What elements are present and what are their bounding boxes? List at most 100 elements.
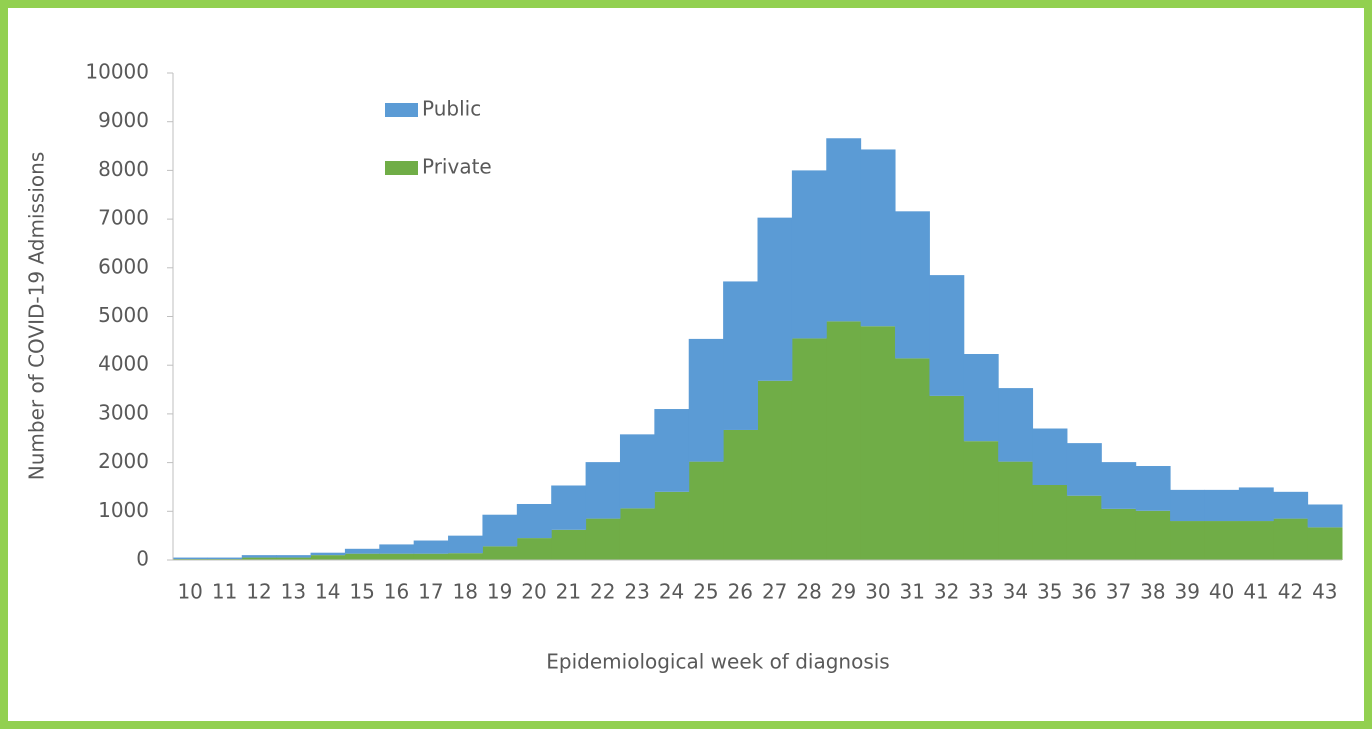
legend-swatch: [385, 103, 418, 117]
bar-segment: [551, 529, 587, 560]
bar-segment: [826, 321, 862, 560]
bar-segment: [1101, 508, 1137, 560]
bar-segment: [1135, 466, 1171, 511]
bar-segment: [860, 326, 896, 560]
bar-segment: [1307, 527, 1343, 560]
bar-segment: [860, 149, 896, 327]
x-tick-label: 26: [728, 580, 753, 604]
bar-segment: [1273, 491, 1309, 519]
x-tick-label: 23: [624, 580, 649, 604]
bar-segment: [1032, 428, 1068, 486]
bar-segment: [791, 338, 827, 560]
bar-segment: [895, 211, 930, 359]
legend-label: Public: [422, 97, 481, 121]
x-tick-label: 21: [556, 580, 581, 604]
bar-segment: [207, 557, 243, 560]
bar-segment: [654, 491, 690, 560]
bar-segment: [241, 555, 277, 558]
bar-segment: [1101, 462, 1137, 509]
bar-segment: [344, 553, 380, 560]
y-axis-title: Number of COVID-19 Admissions: [25, 152, 49, 481]
y-tick-label: 8000: [98, 157, 149, 181]
bar-segment: [895, 358, 930, 560]
x-tick-label: 15: [349, 580, 374, 604]
bar-segment: [723, 429, 758, 560]
y-tick-label: 4000: [98, 352, 149, 376]
chart-background: [8, 8, 1364, 721]
x-tick-label: 43: [1312, 580, 1337, 604]
bar-segment: [998, 461, 1034, 560]
bar-segment: [516, 503, 552, 539]
y-tick-label: 0: [136, 547, 149, 571]
x-tick-label: 39: [1175, 580, 1200, 604]
x-tick-label: 33: [968, 580, 993, 604]
bar-segment: [413, 553, 449, 560]
x-tick-label: 28: [796, 580, 821, 604]
bar-segment: [276, 555, 312, 558]
x-tick-label: 10: [177, 580, 202, 604]
bar-segment: [688, 338, 724, 462]
bar-segment: [344, 548, 380, 554]
bar-segment: [448, 535, 483, 554]
bar-segment: [1273, 518, 1309, 560]
x-tick-label: 35: [1037, 580, 1062, 604]
bar-segment: [963, 441, 999, 560]
bar-segment: [1170, 489, 1205, 522]
bar-segment: [929, 395, 965, 560]
x-tick-label: 37: [1106, 580, 1131, 604]
x-tick-label: 36: [1071, 580, 1096, 604]
bar-segment: [963, 353, 999, 442]
x-tick-label: 41: [1243, 580, 1268, 604]
x-tick-label: 32: [934, 580, 959, 604]
x-tick-label: 22: [590, 580, 615, 604]
x-tick-label: 25: [693, 580, 718, 604]
x-tick-label: 42: [1278, 580, 1303, 604]
y-tick-label: 1000: [98, 498, 149, 522]
bar-segment: [826, 138, 862, 322]
bar-segment: [448, 553, 483, 560]
bar-segment: [1307, 504, 1343, 528]
bar-segment: [688, 461, 724, 560]
y-tick-label: 7000: [98, 206, 149, 230]
bar-segment: [654, 409, 690, 492]
bar-segment: [379, 544, 415, 554]
bar-segment: [1204, 489, 1240, 522]
x-tick-label: 17: [418, 580, 443, 604]
x-tick-label: 11: [212, 580, 237, 604]
bar-segment: [482, 546, 518, 560]
y-tick-label: 6000: [98, 254, 149, 278]
x-tick-label: 13: [281, 580, 306, 604]
bar-segment: [998, 388, 1034, 462]
bar-segment: [757, 380, 793, 560]
y-tick-label: 3000: [98, 400, 149, 424]
bar-segment: [516, 538, 552, 560]
bar-segment: [1066, 443, 1102, 496]
bar-segment: [173, 557, 208, 560]
bar-segment: [310, 552, 346, 556]
bar-segment: [757, 217, 793, 381]
bar-segment: [551, 485, 587, 530]
bar-segment: [619, 508, 655, 560]
bar-segment: [585, 462, 621, 519]
x-tick-label: 34: [1003, 580, 1028, 604]
x-tick-label: 29: [831, 580, 856, 604]
x-tick-label: 18: [453, 580, 478, 604]
bar-segment: [276, 557, 312, 560]
x-tick-label: 19: [487, 580, 512, 604]
bar-segment: [1066, 495, 1102, 560]
bar-segment: [1135, 510, 1171, 560]
bar-segment: [791, 170, 827, 339]
y-tick-label: 5000: [98, 303, 149, 327]
bar-segment: [413, 540, 449, 554]
bar-segment: [1238, 521, 1274, 560]
x-tick-label: 30: [865, 580, 890, 604]
x-tick-label: 20: [521, 580, 546, 604]
bar-segment: [1032, 485, 1068, 560]
x-tick-label: 14: [315, 580, 340, 604]
legend-swatch: [385, 161, 418, 175]
bar-segment: [1204, 521, 1240, 560]
bar-segment: [482, 514, 518, 547]
x-tick-label: 31: [899, 580, 924, 604]
